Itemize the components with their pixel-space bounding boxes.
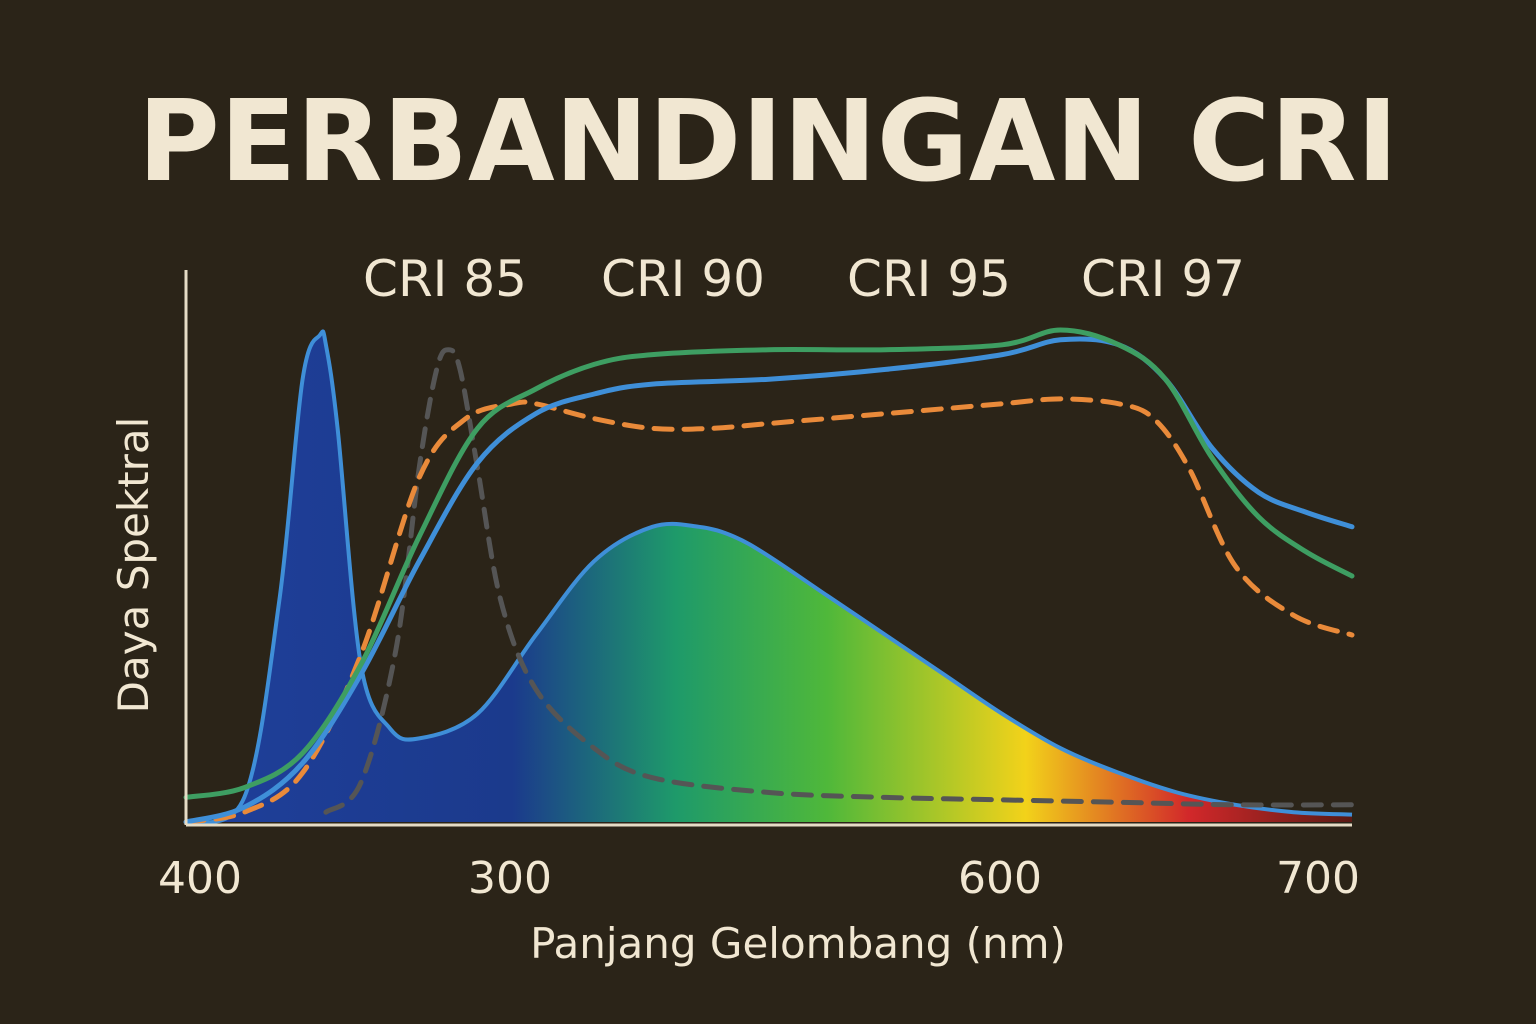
- series-line-2: [183, 396, 1355, 825]
- series-line-4: [183, 327, 1355, 800]
- x-tick-label-2: 600: [958, 853, 1042, 904]
- x-tick-label-3: 700: [1276, 853, 1360, 904]
- legend-entry-0: CRI 85: [363, 250, 527, 308]
- legend: CRI 85 CRI 90 CRI 95 CRI 97: [363, 250, 1245, 308]
- plot-area: [183, 327, 1355, 825]
- x-tick-labels: 400 300 600 700: [158, 853, 1360, 904]
- spectrum-area: [186, 331, 1352, 823]
- x-tick-label-1: 300: [468, 853, 552, 904]
- legend-entry-2: CRI 95: [847, 250, 1011, 308]
- spectrum-outline-line: [185, 329, 1353, 825]
- legend-entry-3: CRI 97: [1081, 250, 1245, 308]
- y-axis-label: Daya Spektral: [109, 417, 158, 714]
- series-line-3: [183, 336, 1355, 825]
- series-line-1: [323, 347, 1355, 815]
- x-tick-label-0: 400: [158, 853, 242, 904]
- x-axis-label: Panjang Gelombang (nm): [530, 919, 1066, 968]
- chart-title: PERBANDINGAN CRI: [138, 77, 1398, 207]
- legend-entry-1: CRI 90: [601, 250, 765, 308]
